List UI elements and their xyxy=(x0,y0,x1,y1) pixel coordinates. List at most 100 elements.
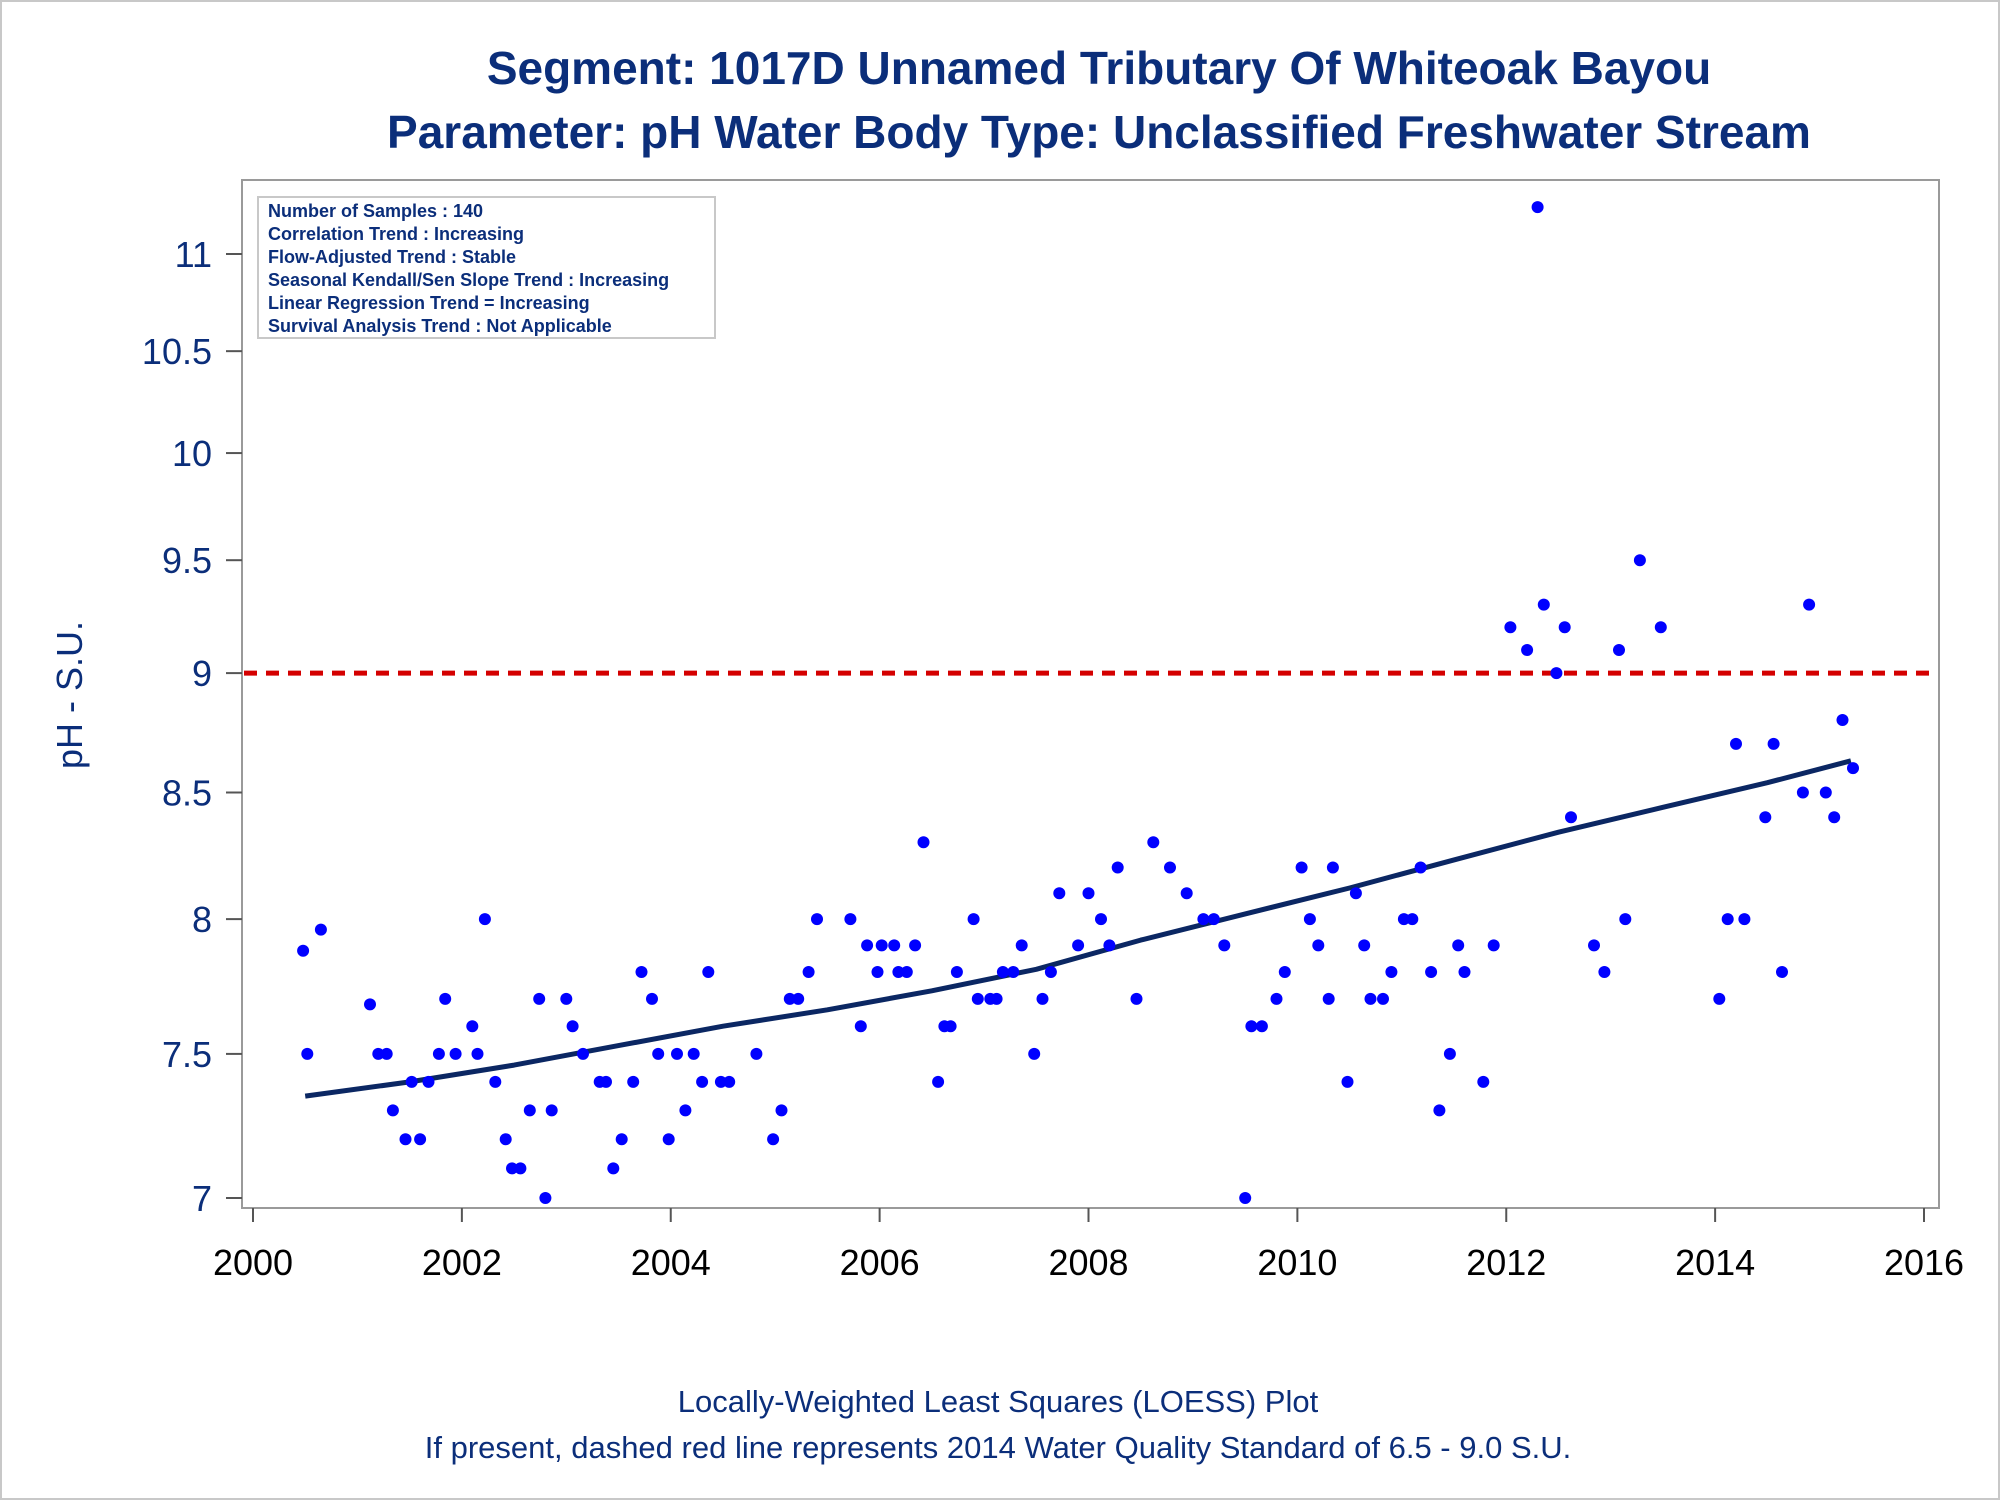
data-point xyxy=(506,1162,518,1175)
data-point xyxy=(1452,939,1465,952)
stats-seasonal-kendall-trend: Seasonal Kendall/Sen Slope Trend : Incre… xyxy=(268,270,669,290)
data-points xyxy=(297,201,1859,1204)
data-point xyxy=(1713,992,1726,1005)
data-point xyxy=(635,966,648,978)
data-point xyxy=(1487,939,1500,952)
chart-title: Segment: 1017D Unnamed Tributary Of Whit… xyxy=(487,42,1711,94)
data-point xyxy=(489,1075,502,1088)
data-point xyxy=(750,1047,763,1060)
data-point xyxy=(888,939,901,952)
x-tick-label: 2004 xyxy=(631,1242,711,1283)
data-point xyxy=(900,966,913,978)
data-point xyxy=(1239,1192,1252,1204)
data-point xyxy=(1458,966,1471,978)
data-point xyxy=(414,1133,427,1146)
data-point xyxy=(1015,939,1028,952)
data-point xyxy=(439,992,452,1005)
data-point xyxy=(1613,644,1625,656)
x-tick-label: 2000 xyxy=(213,1242,293,1283)
data-point xyxy=(560,992,573,1005)
data-point xyxy=(514,1162,527,1175)
y-tick-label: 7.5 xyxy=(162,1034,212,1075)
data-point xyxy=(1803,598,1816,611)
y-tick-label: 10 xyxy=(172,433,212,474)
data-point xyxy=(539,1192,552,1204)
data-point xyxy=(1588,939,1600,952)
stats-linear-regression-trend: Linear Regression Trend = Increasing xyxy=(268,293,590,313)
x-tick-label: 2002 xyxy=(422,1242,502,1283)
data-point xyxy=(1836,714,1849,726)
data-point xyxy=(723,1075,736,1088)
data-point xyxy=(478,913,491,926)
data-point xyxy=(386,1104,399,1117)
data-point xyxy=(1633,554,1646,567)
data-point xyxy=(380,1047,393,1060)
data-point xyxy=(1028,1047,1041,1060)
data-point xyxy=(662,1133,675,1146)
data-point xyxy=(1270,992,1283,1005)
data-point xyxy=(679,1104,692,1117)
data-point xyxy=(1295,861,1308,874)
stats-box-frame xyxy=(257,196,716,339)
data-point xyxy=(1414,861,1427,874)
data-point xyxy=(932,1075,945,1088)
data-point xyxy=(1537,598,1550,611)
chart-subtitle: Parameter: pH Water Body Type: Unclassif… xyxy=(387,106,1811,158)
footer-line-1: Locally-Weighted Least Squares (LOESS) P… xyxy=(678,1384,1319,1419)
data-point xyxy=(1130,992,1143,1005)
y-tick-label: 9 xyxy=(192,653,212,694)
data-point xyxy=(1397,913,1410,926)
y-tick-label: 11 xyxy=(175,234,212,275)
data-point xyxy=(1082,887,1095,900)
data-point xyxy=(944,1020,957,1033)
data-point xyxy=(1721,913,1734,926)
data-point xyxy=(607,1162,620,1175)
data-point xyxy=(1433,1104,1446,1117)
y-axis: 7 7.5 8 8.5 9 9.5 10 10.5 11 xyxy=(142,234,242,1219)
data-point xyxy=(1312,939,1325,952)
data-point xyxy=(854,1020,867,1033)
x-axis: 2000 2002 2004 2006 2008 2010 2012 2014 2016 xyxy=(213,1208,1964,1283)
data-point xyxy=(1425,966,1438,978)
data-point xyxy=(909,939,922,952)
data-point xyxy=(301,1047,314,1060)
data-point xyxy=(545,1104,558,1117)
x-tick-label: 2010 xyxy=(1257,1242,1337,1283)
data-point xyxy=(1164,861,1176,874)
data-point xyxy=(1477,1075,1490,1088)
data-point xyxy=(1521,644,1534,656)
data-point xyxy=(1730,737,1742,750)
data-point xyxy=(1072,939,1085,952)
data-point xyxy=(1322,992,1335,1005)
y-tick-label: 8 xyxy=(192,899,212,940)
y-tick-label: 7 xyxy=(192,1178,212,1219)
stats-box: Number of Samples : 140 Correlation Tren… xyxy=(257,196,716,339)
data-point xyxy=(1341,1075,1354,1088)
data-point xyxy=(1349,887,1362,900)
data-point xyxy=(792,992,805,1005)
data-point xyxy=(1738,913,1751,926)
data-point xyxy=(1377,992,1389,1005)
data-point xyxy=(917,836,930,849)
x-tick-label: 2012 xyxy=(1466,1242,1546,1283)
stats-samples: Number of Samples : 140 xyxy=(268,201,483,221)
data-point xyxy=(1044,966,1057,978)
data-point xyxy=(1819,786,1832,799)
data-point xyxy=(1218,939,1231,952)
data-point xyxy=(696,1075,709,1088)
data-point xyxy=(844,913,857,926)
data-point xyxy=(967,913,980,926)
data-point xyxy=(861,939,874,952)
data-point xyxy=(364,998,376,1011)
data-point xyxy=(466,1020,479,1033)
data-point xyxy=(1598,966,1611,978)
data-point xyxy=(714,1075,727,1088)
loess-trend-line xyxy=(304,758,1852,1099)
data-point xyxy=(1504,621,1517,634)
data-point xyxy=(399,1133,412,1146)
data-point xyxy=(996,966,1009,978)
data-point xyxy=(627,1075,640,1088)
data-point xyxy=(422,1075,435,1088)
data-point xyxy=(1796,786,1809,799)
